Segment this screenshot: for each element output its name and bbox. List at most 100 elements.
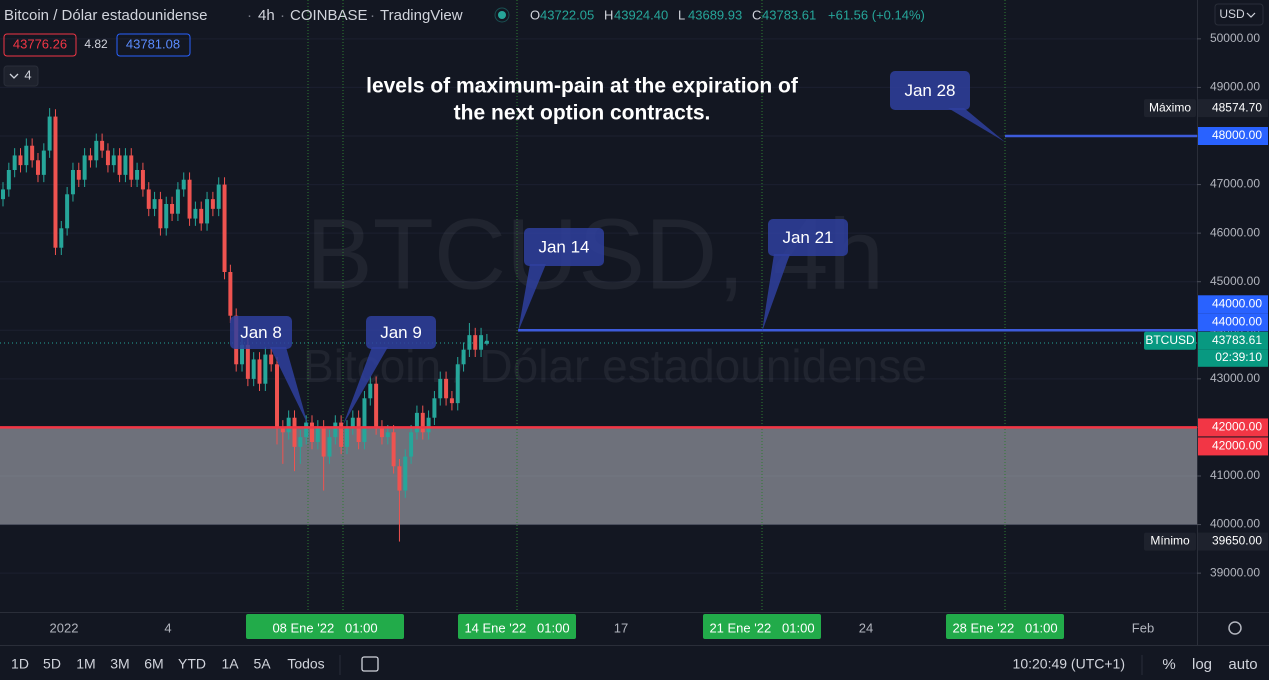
price-tag-box — [1198, 313, 1268, 332]
callout-text: Jan 9 — [380, 323, 422, 342]
price-tag-box — [1198, 437, 1268, 456]
range-button[interactable]: Todos — [287, 656, 324, 672]
time-label: 08 Ene '22 01:00 — [272, 620, 377, 635]
candle-body — [30, 145, 35, 161]
price-tick-label: 43000.00 — [1210, 371, 1260, 385]
price-tick-label: 47000.00 — [1210, 177, 1260, 191]
price-tick-label: 45000.00 — [1210, 274, 1260, 288]
candle-body — [135, 170, 140, 180]
price-tag-box — [1198, 331, 1268, 350]
time-label: 2022 — [50, 620, 79, 635]
candle-body — [444, 378, 449, 399]
candle-body — [409, 432, 414, 457]
range-button[interactable]: 5D — [43, 656, 61, 672]
time-label: Feb — [1132, 620, 1154, 635]
candle-body — [479, 335, 484, 350]
ask: 43781.08 — [126, 36, 180, 51]
candle-body — [280, 427, 285, 433]
settings-icon[interactable] — [1228, 621, 1242, 635]
price-tag: 42000.00 — [1198, 437, 1268, 456]
range-button[interactable]: 3M — [110, 656, 129, 672]
price-tag-name: Mínimo — [1150, 534, 1190, 548]
time-highlight — [246, 614, 404, 639]
candle-body — [210, 199, 215, 209]
price-tag-box — [1198, 295, 1268, 314]
callout-text: Jan 14 — [538, 237, 589, 256]
candle-body — [47, 116, 52, 151]
price-tag-name-box — [1144, 99, 1196, 118]
price-tag-label: 42000.00 — [1212, 420, 1262, 434]
candle-body — [228, 272, 233, 316]
candle-body — [356, 417, 361, 442]
chevron — [1246, 12, 1256, 18]
price-tag-name: BTCUSD — [1145, 333, 1195, 347]
candle-body — [245, 344, 250, 379]
status-dot — [498, 11, 506, 19]
price-tag-box — [1198, 532, 1268, 551]
time-highlight — [703, 614, 821, 639]
range-button[interactable]: 1M — [76, 656, 95, 672]
candle-body — [309, 422, 314, 442]
candle-body — [379, 427, 384, 438]
callout-pointer — [270, 347, 308, 425]
candle-body — [327, 437, 332, 457]
price-tag-label: 48574.70 — [1212, 100, 1262, 114]
time-label: 14 Ene '22 01:00 — [464, 620, 569, 635]
candle-body — [344, 427, 349, 447]
candle-body — [1, 189, 5, 200]
clock[interactable]: 10:20:49 (UTC+1) — [1013, 656, 1125, 672]
callout-box — [768, 219, 848, 256]
callout-pointer — [948, 108, 1005, 142]
ohlc-key: L — [678, 7, 685, 22]
candle-body — [164, 204, 169, 229]
range-button[interactable]: 1D — [11, 656, 29, 672]
candle-body — [100, 140, 105, 151]
candle-body — [484, 340, 489, 344]
separator: · — [370, 7, 375, 24]
change: +61.56 (+0.14%) — [828, 7, 925, 22]
candle-body — [187, 179, 192, 219]
price-tag-box — [1198, 418, 1268, 437]
candle-body — [6, 170, 11, 190]
candle-body — [333, 422, 338, 438]
candle-body — [146, 189, 151, 209]
indicators-toggle[interactable] — [3, 65, 39, 87]
range-button[interactable]: 5A — [253, 656, 271, 672]
callout-box — [524, 228, 604, 266]
time-label: 24 — [859, 620, 873, 635]
price-tick-label: 50000.00 — [1210, 31, 1260, 45]
time-label: 21 Ene '22 01:00 — [709, 620, 814, 635]
callout: Jan 8 — [230, 316, 308, 425]
candle-body — [461, 349, 466, 365]
currency: USD — [1219, 7, 1245, 21]
candle-body — [193, 208, 198, 219]
candle-body — [438, 378, 443, 399]
scale-option[interactable]: auto — [1228, 656, 1257, 673]
bid-box[interactable] — [3, 33, 77, 57]
callout-pointer — [518, 264, 546, 332]
candle-body — [41, 150, 46, 175]
header-text: COINBASE — [290, 7, 368, 24]
scale-option[interactable]: log — [1192, 656, 1212, 673]
range-button[interactable]: YTD — [178, 656, 206, 672]
candle-body — [368, 383, 373, 399]
chevron — [9, 73, 19, 79]
candle-body — [414, 412, 419, 433]
currency-box[interactable] — [1214, 3, 1264, 26]
candle-body — [339, 422, 344, 447]
spread: 4.82 — [84, 37, 108, 51]
price-tag-label: 44000.00 — [1212, 314, 1262, 328]
date-range-icon[interactable] — [361, 656, 379, 672]
ohlc-key: O — [530, 7, 540, 22]
ask-box[interactable] — [116, 33, 191, 57]
callout-pointer — [762, 254, 790, 332]
price-tag-name: Máximo — [1149, 100, 1191, 114]
price-tag-name-box — [1144, 532, 1196, 551]
range-button[interactable]: 1A — [221, 656, 239, 672]
candle-body — [158, 199, 163, 229]
price-tag-name-box — [1144, 331, 1196, 350]
annotation: the next option contracts. — [454, 102, 711, 125]
scale-option[interactable]: % — [1162, 656, 1175, 673]
candle-body — [304, 422, 309, 438]
range-button[interactable]: 6M — [144, 656, 163, 672]
